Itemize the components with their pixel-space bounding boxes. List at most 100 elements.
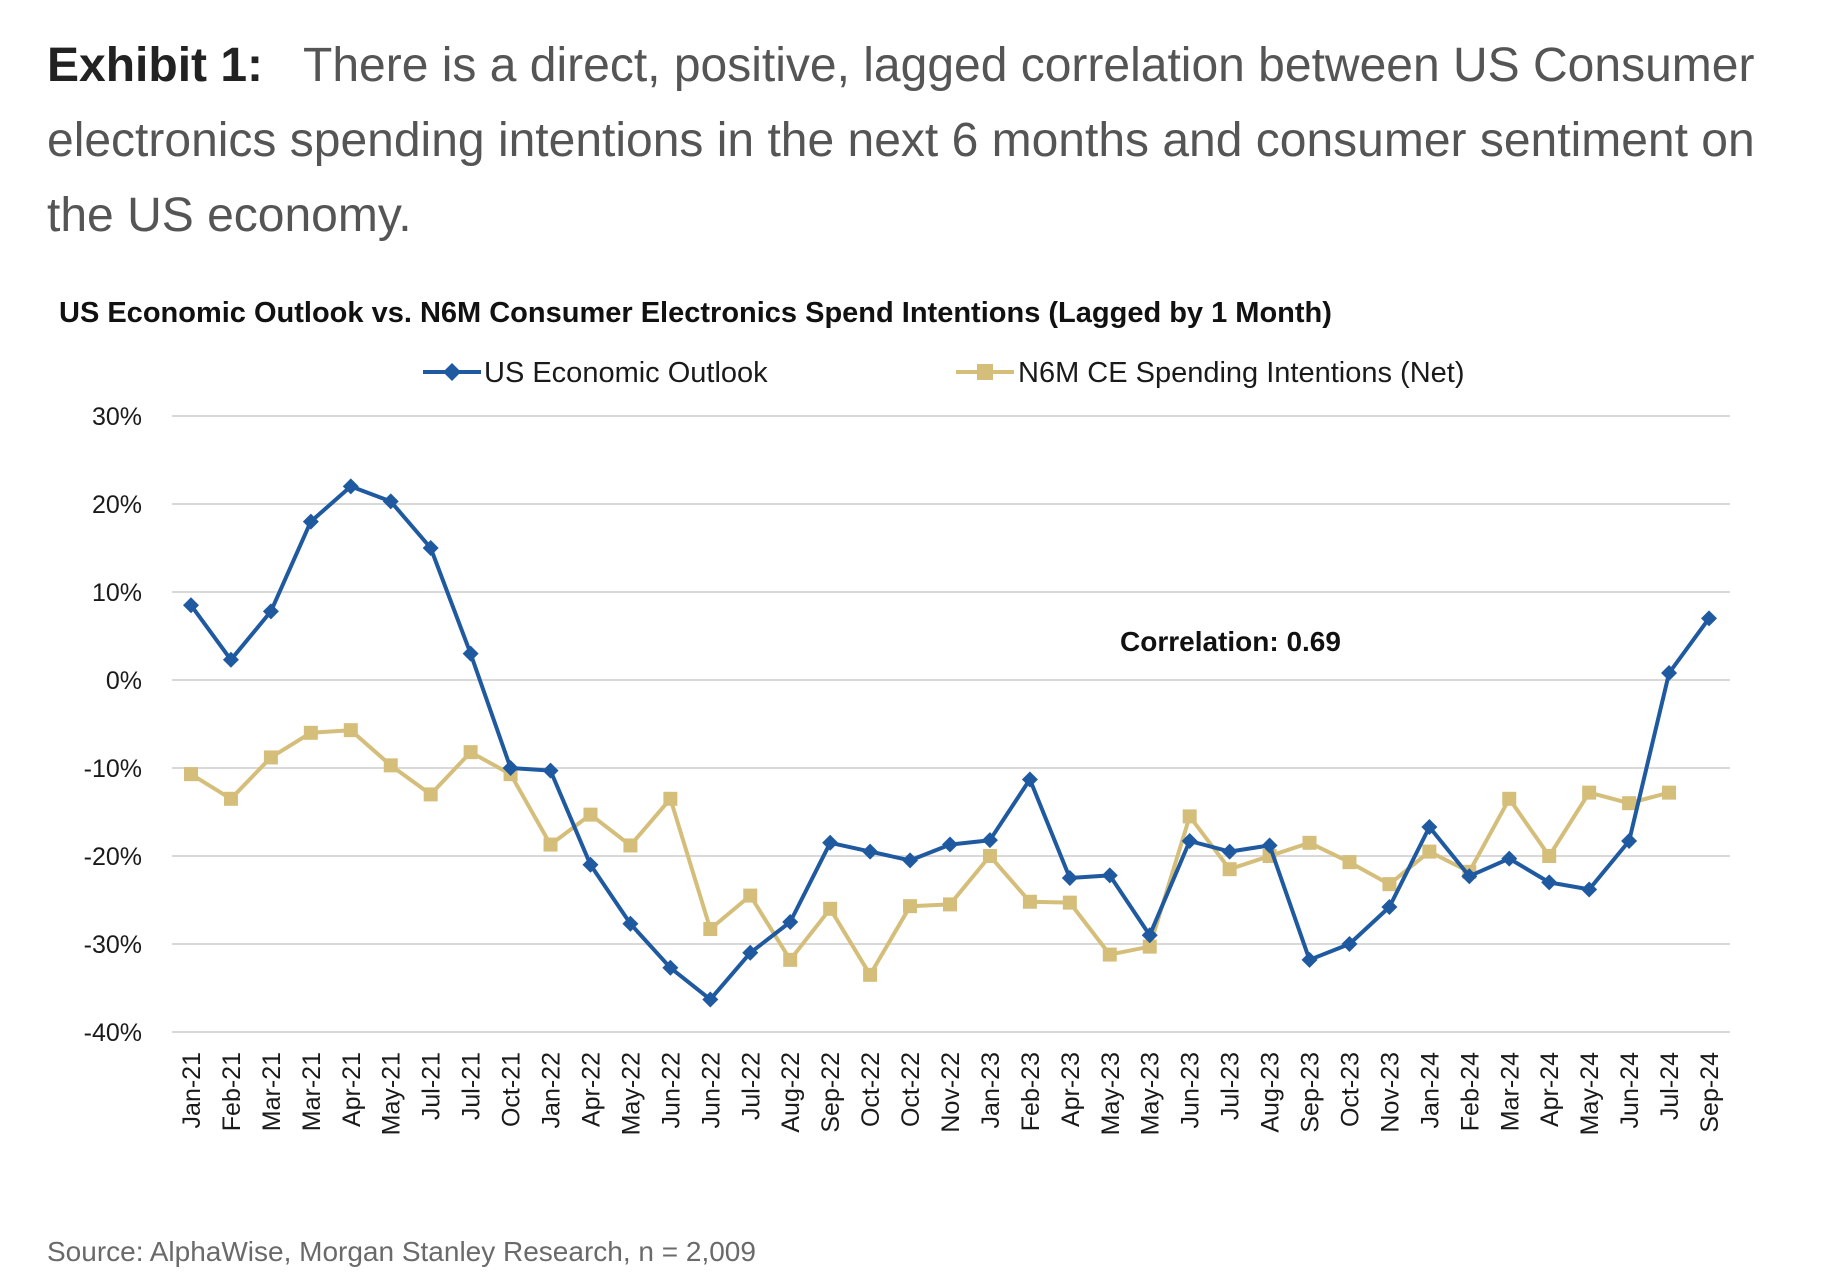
legend-square-marker [977,364,993,380]
x-tick-label: Sep-23 [1297,1052,1325,1133]
x-tick-label: Apr-21 [338,1052,366,1127]
x-tick-label: Mar-24 [1496,1052,1524,1131]
data-point-diamond [342,478,359,495]
data-point-square [1222,862,1237,877]
y-tick-label: -20% [84,843,142,871]
legend-item-economic-outlook: US Economic Outlook [423,357,768,389]
x-tick-label: May-24 [1576,1052,1604,1135]
plot-area [183,478,1717,1008]
x-tick-label: Jul-24 [1656,1052,1684,1120]
data-point-square [184,767,198,782]
data-point-square [1142,939,1157,954]
chart-title: US Economic Outlook vs. N6M Consumer Ele… [59,297,1332,329]
x-tick-label: May-22 [617,1052,645,1135]
data-point-diamond [782,914,799,930]
data-point-diamond [942,836,958,853]
x-tick-label: Aug-23 [1257,1052,1285,1133]
data-point-diamond [662,959,679,976]
data-point-diamond [1301,951,1318,968]
grid [172,415,1730,1033]
exhibit-label: Exhibit 1: [47,39,264,92]
x-tick-label: Aug-22 [777,1052,805,1133]
data-point-square [463,745,478,760]
data-point-diamond [1381,899,1398,916]
data-point-square [1062,895,1077,910]
series-spending-intentions [184,723,1677,982]
y-tick-label: -30% [84,931,142,959]
data-point-square [1662,785,1677,800]
source-note: Source: AlphaWise, Morgan Stanley Resear… [47,1236,756,1267]
legend-item-spending-intentions: N6M CE Spending Intentions (Net) [956,357,1465,389]
series-line [189,484,1711,1002]
x-tick-label: Jun-22 [697,1052,725,1128]
data-point-square [1622,796,1637,811]
data-point-diamond [1181,833,1198,850]
data-point-square [823,901,838,916]
data-point-diamond [422,540,439,556]
data-point-square [703,922,718,937]
data-point-diamond [1501,850,1518,867]
data-point-square [1342,855,1357,870]
data-point-diamond [862,843,879,860]
data-point-diamond [1061,870,1078,886]
x-tick-label: Sep-22 [817,1052,845,1133]
data-point-square [303,725,318,740]
data-point-square [1382,877,1397,892]
data-point-square [343,723,358,738]
data-point-square [1022,894,1037,909]
data-point-square [863,967,878,982]
data-point-diamond [1261,837,1278,854]
data-point-diamond [1661,664,1678,681]
data-point-square [1182,809,1197,824]
data-point-diamond [622,915,639,932]
data-point-diamond [1701,610,1717,627]
data-point-square [1422,844,1437,859]
data-point-diamond [1101,867,1118,884]
data-point-square [263,750,278,765]
x-tick-label: Oct-21 [498,1052,526,1127]
x-tick-label: Oct-22 [857,1052,885,1127]
x-tick-label: Feb-23 [1017,1052,1045,1131]
data-point-diamond [502,760,519,776]
y-tick-label: -40% [84,1019,142,1047]
series-economic-outlook [183,478,1717,1008]
data-point-square [943,897,957,912]
x-tick-label: Jan-22 [538,1052,566,1128]
x-tick-label: Mar-21 [298,1052,326,1131]
x-tick-label: Jan-23 [977,1052,1005,1128]
data-point-diamond [1221,843,1238,860]
x-tick-label: Jul-21 [418,1052,446,1120]
y-tick-label: 20% [92,491,142,519]
data-point-diamond [262,603,279,620]
legend: US Economic Outlook N6M CE Spending Inte… [423,357,1465,389]
legend-label-spending-intentions: N6M CE Spending Intentions (Net) [1018,357,1465,389]
data-point-square [783,952,798,967]
x-axis: Jan-21 Feb-21 Mar-21 Mar-21 Apr-21 May-21 Jul-… [178,1052,1724,1135]
x-tick-label: Oct-23 [1336,1052,1364,1127]
correlation-annotation: Correlation: 0.69 [1120,626,1341,657]
x-tick-label: Oct-22 [897,1052,925,1127]
data-point-square [903,899,918,914]
x-tick-label: May-21 [378,1052,406,1135]
x-tick-label: Jan-24 [1416,1052,1444,1129]
x-tick-label: Jul-23 [1217,1052,1245,1120]
legend-label-economic-outlook: US Economic Outlook [484,357,768,389]
data-point-diamond [1141,927,1158,944]
y-tick-label: -10% [84,755,142,783]
y-tick-label: 0% [106,667,142,695]
data-point-square [982,849,997,863]
data-point-square [423,787,438,802]
x-tick-label: Sep-24 [1696,1052,1724,1133]
x-tick-label: Apr-22 [577,1052,605,1127]
data-point-square [223,791,238,806]
exhibit-text: There is a direct, positive, lagged corr… [47,39,1755,242]
x-tick-label: Nov-23 [1376,1052,1404,1133]
data-point-square [1302,835,1317,850]
x-tick-label: Jul-22 [737,1052,765,1120]
x-tick-label: Jun-24 [1616,1052,1644,1129]
data-point-diamond [1581,881,1598,898]
data-point-diamond [542,762,559,779]
data-point-diamond [1341,936,1358,952]
data-point-square [623,838,638,853]
data-point-diamond [183,597,199,614]
